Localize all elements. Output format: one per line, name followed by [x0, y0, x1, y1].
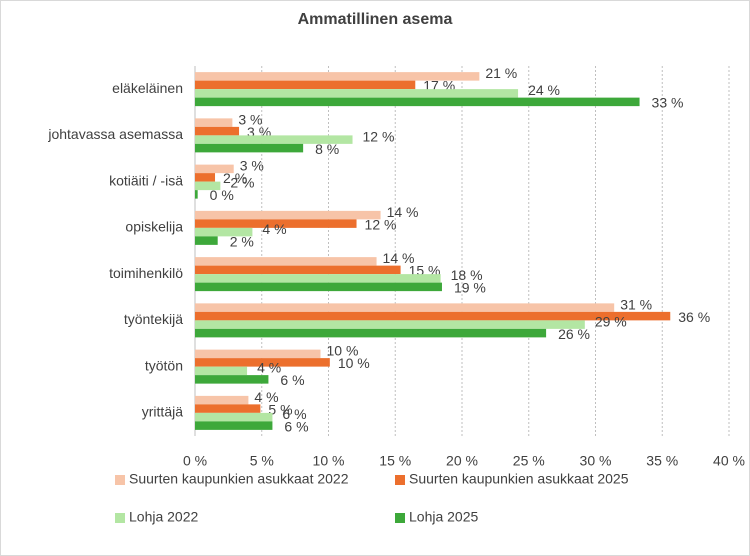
legend-swatch	[395, 513, 405, 523]
chart-title: Ammatillinen asema	[298, 11, 453, 28]
bar	[195, 265, 401, 275]
value-label: 5 %	[268, 401, 292, 417]
bar	[195, 320, 585, 329]
bar	[195, 412, 273, 422]
value-label: 4 %	[257, 360, 281, 376]
value-label: 10 %	[326, 343, 358, 359]
legend-label: Suurten kaupunkien asukkaat 2022	[129, 471, 349, 487]
bar	[195, 126, 240, 136]
value-label: 10 %	[338, 355, 370, 371]
bar	[195, 89, 519, 98]
bar	[195, 219, 357, 228]
x-tick-label: 35 %	[646, 453, 678, 469]
value-label: 2 %	[230, 233, 254, 249]
y-tick-label: työntekijä	[124, 311, 183, 327]
value-label: 3 %	[240, 158, 264, 174]
bar	[195, 257, 377, 266]
bar	[195, 375, 269, 384]
legend-label: Suurten kaupunkien asukkaat 2025	[409, 471, 629, 487]
x-tick-label: 40 %	[713, 453, 745, 469]
value-label: 0 %	[210, 187, 234, 203]
y-tick-label: johtavassa asemassa	[47, 126, 183, 142]
value-label: 21 %	[485, 65, 517, 81]
bar	[195, 366, 248, 376]
legend-label: Lohja 2022	[129, 509, 199, 525]
value-label: 6 %	[284, 418, 308, 434]
bar	[195, 395, 249, 405]
legend-swatch	[115, 513, 125, 523]
bar	[195, 80, 416, 90]
value-label: 18 %	[451, 267, 483, 283]
bar	[195, 173, 216, 182]
value-label: 29 %	[595, 313, 627, 329]
bar	[195, 303, 615, 312]
x-tick-label: 5 %	[250, 453, 274, 469]
value-label: 31 %	[620, 296, 652, 312]
value-label: 12 %	[365, 216, 397, 232]
bar	[195, 181, 221, 191]
bar	[195, 118, 233, 127]
y-tick-label: työtön	[145, 357, 183, 373]
value-label: 2 %	[223, 170, 247, 186]
value-label: 6 %	[282, 406, 306, 422]
bar	[195, 421, 273, 430]
y-tick-label: eläkeläinen	[112, 80, 183, 96]
bar	[195, 328, 547, 338]
legend-label: Lohja 2025	[409, 509, 479, 525]
x-tick-label: 0 %	[183, 453, 207, 469]
value-label: 8 %	[315, 141, 339, 157]
legend-swatch	[115, 475, 125, 485]
value-label: 26 %	[558, 326, 590, 342]
bar	[195, 282, 442, 292]
bar	[195, 210, 381, 220]
value-label: 14 %	[387, 204, 419, 220]
value-label: 33 %	[652, 95, 684, 111]
x-tick-label: 20 %	[446, 453, 478, 469]
bar	[195, 72, 480, 81]
value-label: 2 %	[230, 175, 254, 191]
bar	[195, 358, 330, 367]
y-tick-label: toimihenkilö	[109, 265, 183, 281]
value-label: 12 %	[363, 128, 395, 144]
bar	[195, 404, 261, 413]
bar	[195, 227, 253, 237]
bar	[195, 97, 640, 107]
value-label: 3 %	[238, 111, 262, 127]
value-label: 4 %	[254, 389, 278, 405]
legend-swatch	[395, 475, 405, 485]
y-tick-label: opiskelija	[125, 219, 183, 235]
value-label: 19 %	[454, 280, 486, 296]
x-tick-label: 10 %	[313, 453, 345, 469]
bar	[195, 274, 441, 283]
bar	[195, 135, 353, 144]
bar	[195, 236, 218, 245]
value-label: 6 %	[280, 372, 304, 388]
y-tick-label: kotiäiti / -isä	[109, 172, 183, 188]
value-label: 36 %	[678, 309, 710, 325]
bar	[195, 164, 234, 174]
bar	[195, 190, 198, 199]
y-tick-label: yrittäjä	[142, 404, 183, 420]
value-label: 24 %	[528, 82, 560, 98]
x-tick-label: 25 %	[513, 453, 545, 469]
bar	[195, 143, 304, 153]
value-label: 4 %	[262, 221, 286, 237]
value-label: 14 %	[383, 250, 415, 266]
bar	[195, 311, 671, 321]
x-tick-label: 15 %	[379, 453, 411, 469]
bar	[195, 349, 321, 359]
x-tick-label: 30 %	[580, 453, 612, 469]
